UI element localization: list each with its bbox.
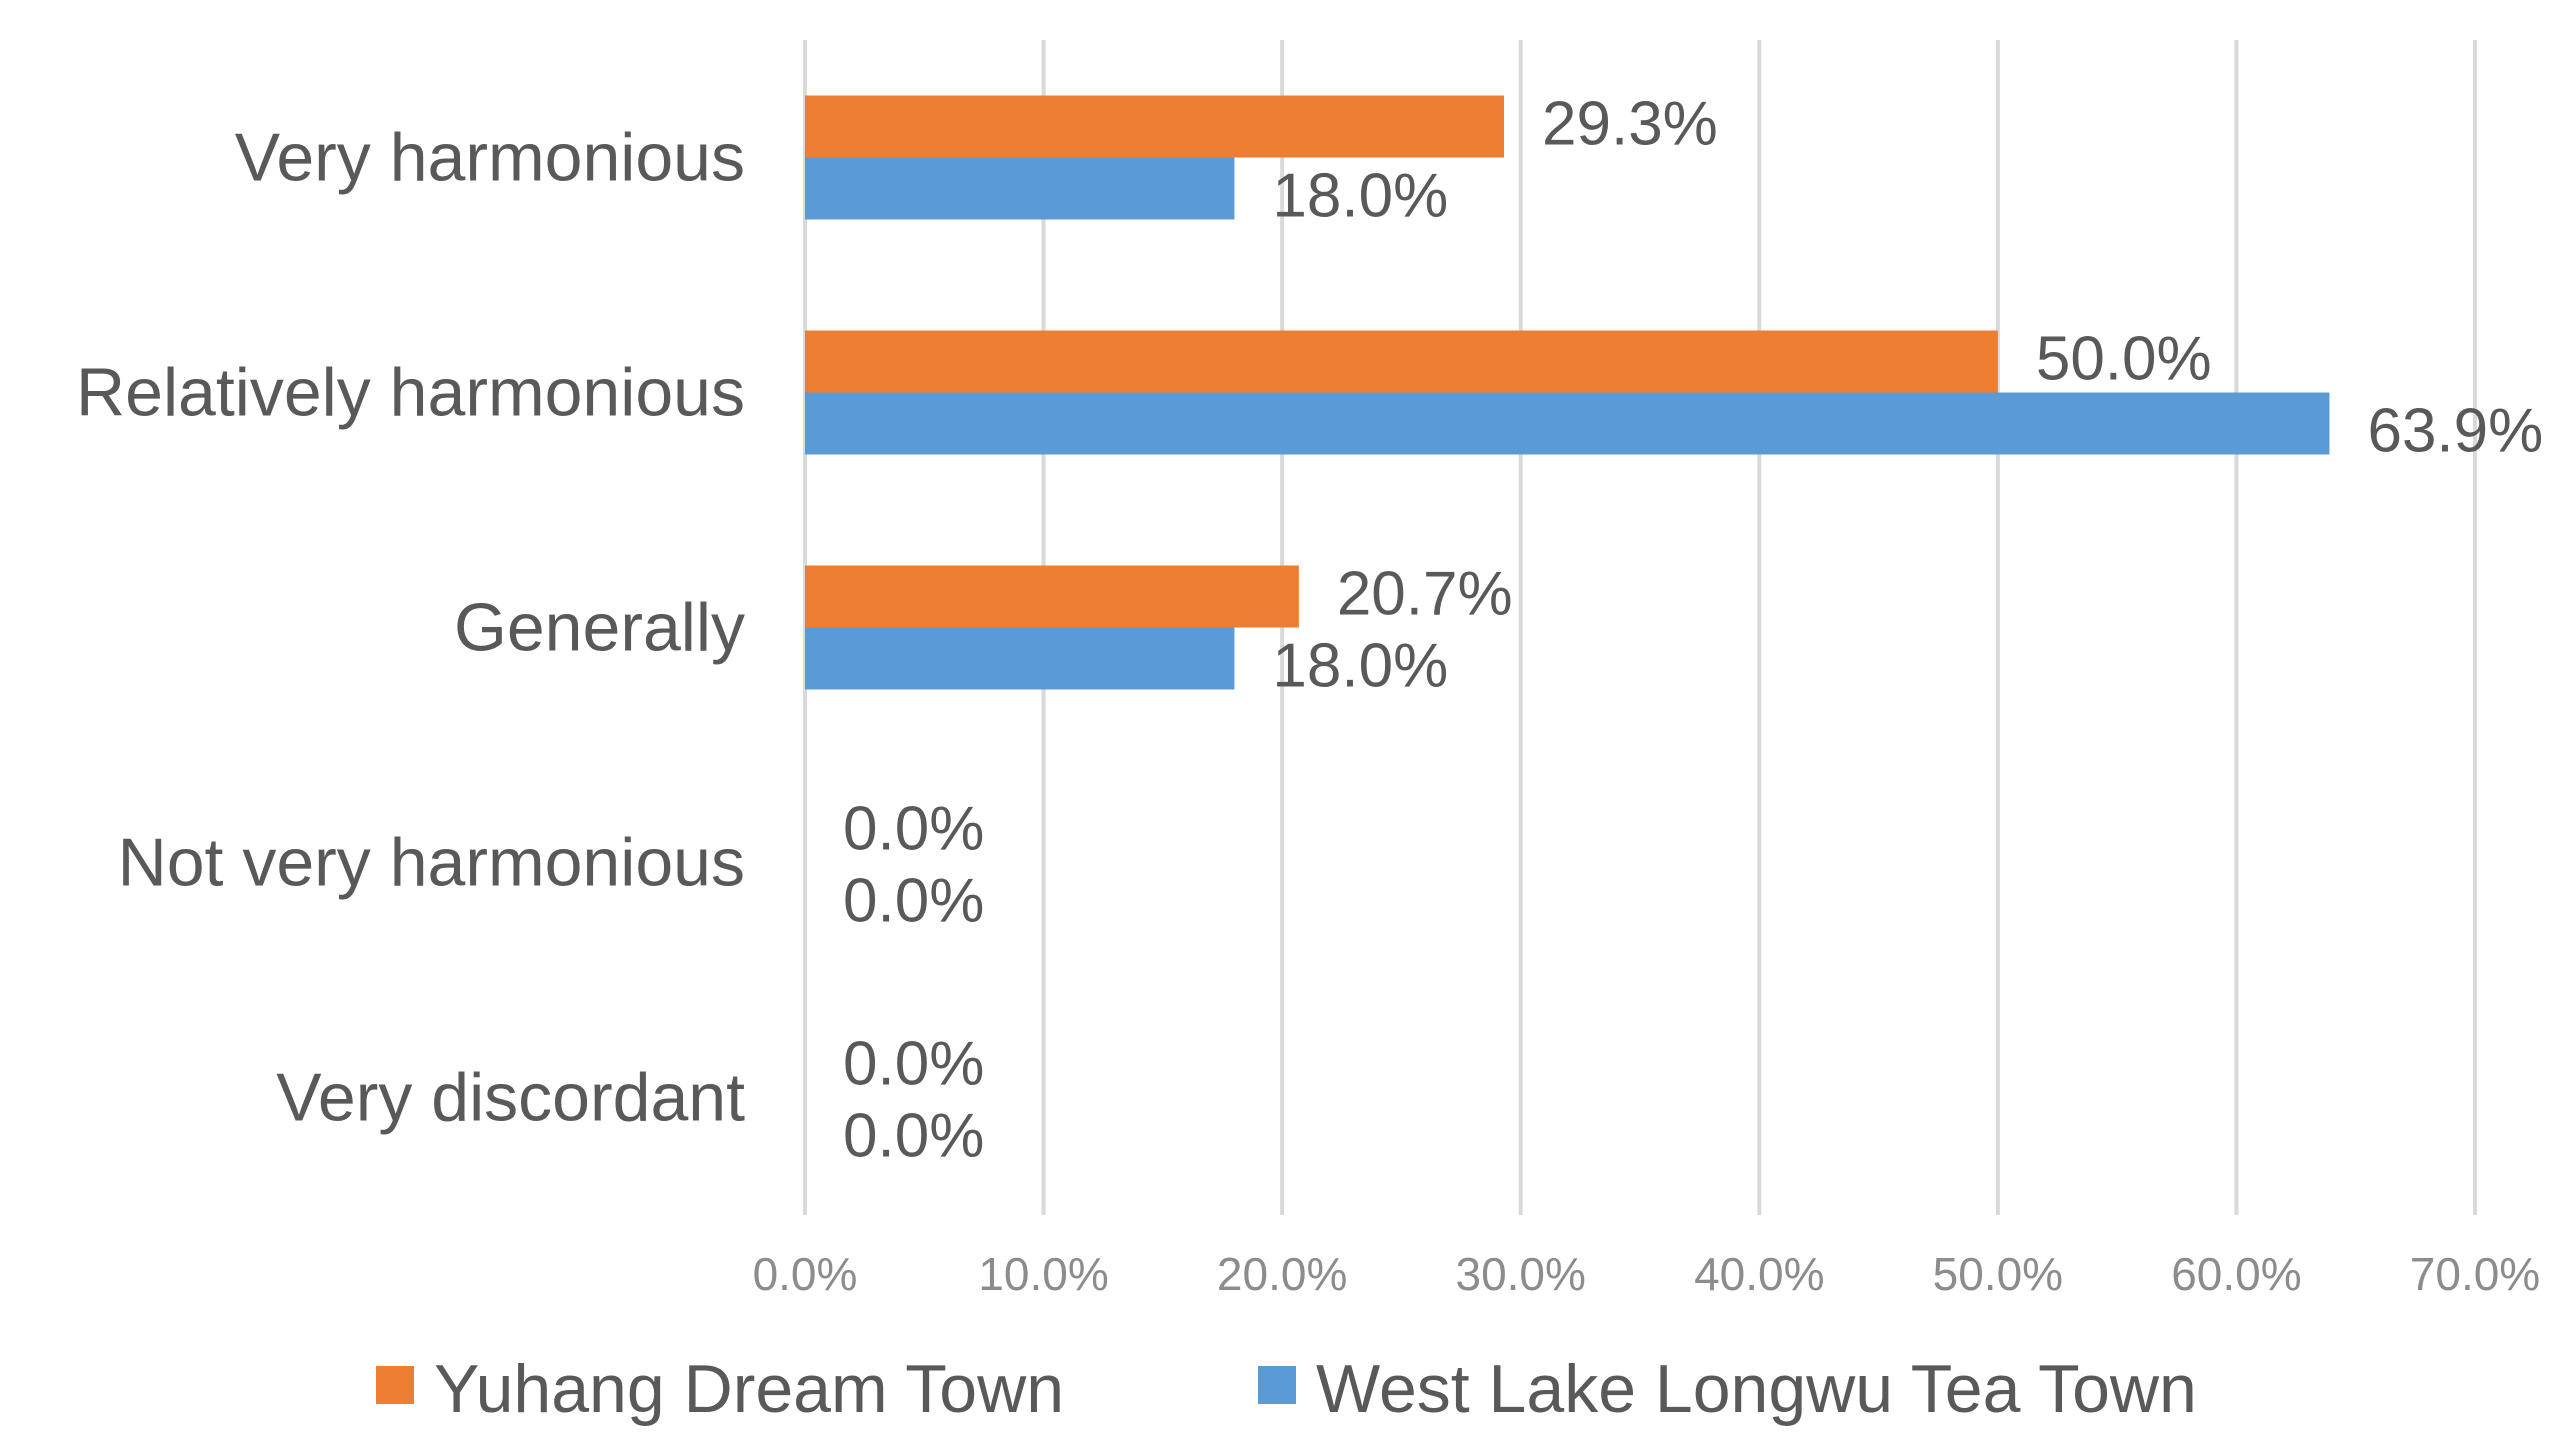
- x-tick-label: 40.0%: [1694, 1248, 1824, 1300]
- bar: [805, 157, 1235, 220]
- data-label: 20.7%: [1337, 560, 1513, 629]
- bar: [805, 627, 1235, 690]
- data-label: 0.0%: [843, 795, 984, 864]
- data-label: 63.9%: [2367, 397, 2543, 466]
- legend-swatch: [1258, 1366, 1296, 1404]
- category-labels: Very harmonious Relatively harmonious Gene…: [76, 120, 745, 1136]
- legend-label: West Lake Longwu Tea Town: [1316, 1351, 2197, 1427]
- category-label: Very harmonious: [235, 120, 745, 196]
- x-tick-label: 30.0%: [1455, 1248, 1585, 1300]
- category-label: Relatively harmonious: [76, 355, 745, 431]
- legend-swatch: [376, 1366, 414, 1404]
- x-tick-label: 10.0%: [978, 1248, 1108, 1300]
- category-label: Generally: [454, 590, 745, 666]
- legend-item: Yuhang Dream Town: [376, 1351, 1064, 1427]
- x-axis-tick-labels: 0.0% 10.0% 20.0% 30.0% 40.0% 50.0% 60.0% 70.0%: [753, 1248, 2541, 1300]
- data-label: 18.0%: [1272, 632, 1448, 701]
- x-tick-label: 50.0%: [1933, 1248, 2063, 1300]
- category-label: Not very harmonious: [118, 825, 745, 901]
- data-label: 0.0%: [843, 867, 984, 936]
- category-label: Very discordant: [276, 1060, 745, 1136]
- x-tick-label: 20.0%: [1217, 1248, 1347, 1300]
- data-label: 50.0%: [2036, 325, 2212, 394]
- data-label: 29.3%: [1542, 90, 1718, 159]
- data-label: 18.0%: [1272, 162, 1448, 231]
- data-label: 0.0%: [843, 1030, 984, 1099]
- x-tick-label: 60.0%: [2171, 1248, 2301, 1300]
- bar: [805, 95, 1505, 158]
- x-tick-label: 0.0%: [753, 1248, 858, 1300]
- x-tick-label: 70.0%: [2410, 1248, 2540, 1300]
- bar: [805, 330, 1998, 393]
- legend: Yuhang Dream Town West Lake Longwu Tea To…: [376, 1351, 2197, 1427]
- legend-label: Yuhang Dream Town: [434, 1351, 1064, 1427]
- bars: [805, 95, 2330, 690]
- data-label: 0.0%: [843, 1102, 984, 1171]
- bar: [805, 392, 2330, 455]
- data-labels: 29.3%18.0%50.0%63.9%20.7%18.0%0.0%0.0%0.…: [843, 90, 2543, 1171]
- legend-item: West Lake Longwu Tea Town: [1258, 1351, 2197, 1427]
- bar: [805, 565, 1299, 628]
